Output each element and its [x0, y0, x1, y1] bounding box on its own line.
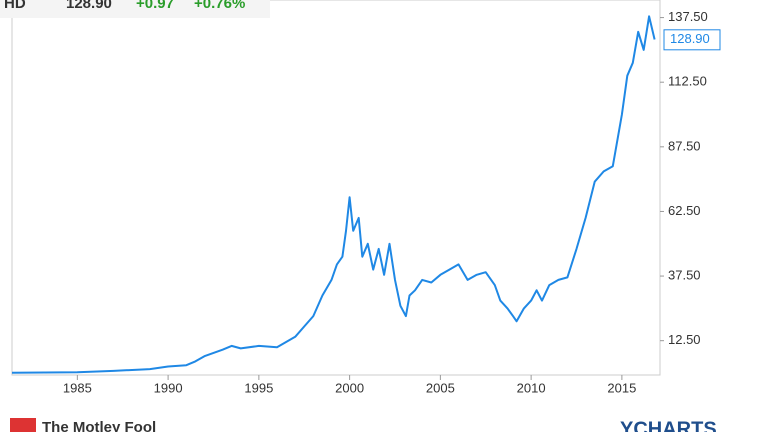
- last-price-box: [663, 29, 721, 51]
- y-tick-label: 37.50: [668, 268, 701, 283]
- x-tick-label: 2015: [607, 380, 636, 395]
- x-tick-label: 1990: [154, 380, 183, 395]
- header-box: [0, 0, 270, 18]
- y-tick-label: 112.50: [668, 74, 707, 89]
- x-tick-label: 1995: [244, 380, 273, 395]
- y-tick-label: 87.50: [668, 138, 701, 153]
- footer-right: YCHARTS: [620, 418, 717, 432]
- plot-frame: [11, 0, 661, 376]
- change-pct: +0.76%: [194, 0, 245, 12]
- price: 128.90: [66, 0, 112, 12]
- x-tick-label: 2000: [335, 380, 364, 395]
- y-tick-label: 62.50: [668, 203, 701, 218]
- change: +0.97: [136, 0, 174, 12]
- x-tick-label: 2005: [426, 380, 455, 395]
- ticker: HD: [4, 0, 26, 12]
- y-tick-label: 12.50: [668, 332, 701, 347]
- logo: [10, 418, 36, 432]
- price-line: [11, 15, 656, 374]
- x-tick-label: 1985: [63, 380, 92, 395]
- last-price-label: 128.90: [670, 31, 710, 46]
- y-tick-label: 137.50: [668, 9, 708, 24]
- x-tick-label: 2010: [517, 380, 546, 395]
- footer-left: The Motley Fool: [42, 419, 156, 432]
